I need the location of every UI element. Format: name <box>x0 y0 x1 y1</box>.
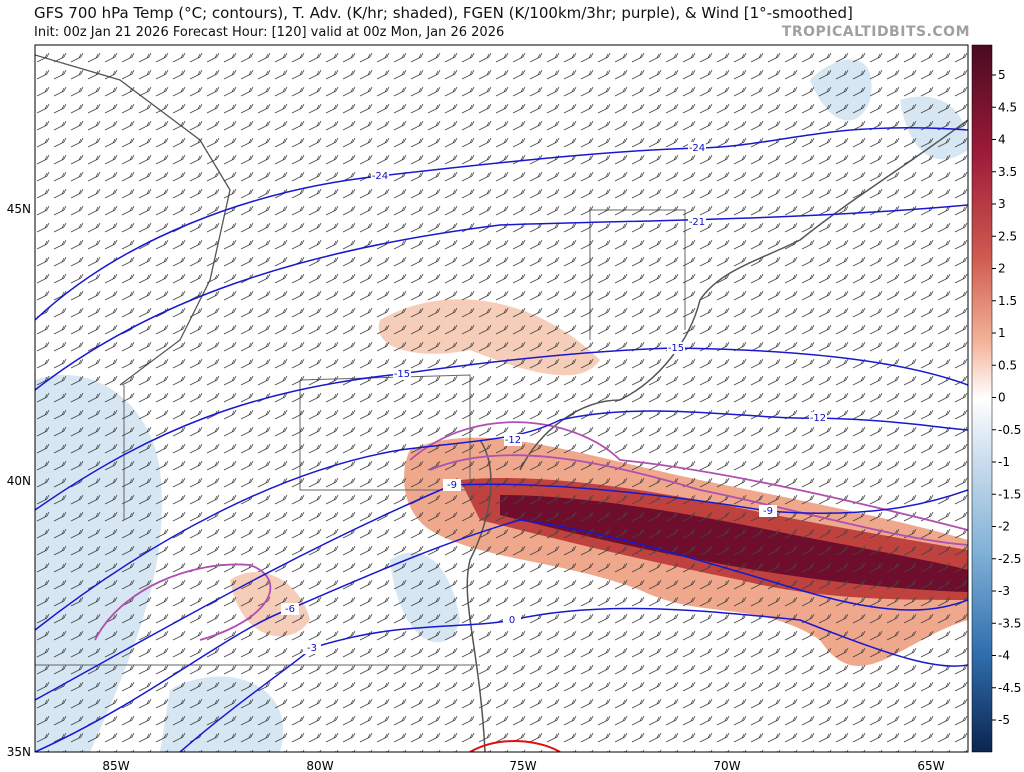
colorbar-label: 0.5 <box>998 358 1017 372</box>
lon-label: 85W <box>102 759 129 772</box>
colorbar-label: 1.5 <box>998 294 1017 308</box>
contour-label-bg <box>281 603 299 615</box>
contour-label-bg <box>393 368 411 380</box>
colorbar-label: -3 <box>998 584 1010 598</box>
contour-label: -12 <box>810 413 826 424</box>
colorbar-label: -0.5 <box>998 423 1021 437</box>
colorbar-label: -1.5 <box>998 487 1021 501</box>
lat-label: 40N <box>7 474 31 488</box>
lon-label: 80W <box>306 759 333 772</box>
colorbar-label: 4 <box>998 133 1006 147</box>
colorbar-label: 3 <box>998 197 1006 211</box>
contour-label: -12 <box>505 435 521 446</box>
contour-label-bg <box>688 216 706 228</box>
map-area <box>35 45 968 752</box>
contour-label-bg <box>667 342 685 354</box>
lon-label: 65W <box>917 759 944 772</box>
colorbar-label: -4.5 <box>998 681 1021 695</box>
colorbar-label: -1 <box>998 455 1010 469</box>
contour-label: -15 <box>668 343 684 354</box>
contour-label-bg <box>809 412 827 424</box>
contour-label: -24 <box>689 143 705 154</box>
lon-label: 75W <box>509 759 536 772</box>
colorbar-label: -5 <box>998 713 1010 727</box>
contour-label: -6 <box>285 604 295 615</box>
lat-label: 45N <box>7 202 31 216</box>
colorbar-label: -4 <box>998 649 1010 663</box>
colorbar-label: 3.5 <box>998 165 1017 179</box>
contour-label: -15 <box>394 369 410 380</box>
contour-label-bg <box>303 642 321 654</box>
map-subtitle: Init: 00z Jan 21 2026 Forecast Hour: [12… <box>34 25 505 40</box>
contour-label: -21 <box>689 217 705 228</box>
colorbar-label: 2 <box>998 262 1006 276</box>
lat-label: 35N <box>7 745 31 759</box>
contour-label: -9 <box>763 506 773 517</box>
colorbar-label: -3.5 <box>998 616 1021 630</box>
colorbar-label: 2.5 <box>998 229 1017 243</box>
map-title: GFS 700 hPa Temp (°C; contours), T. Adv.… <box>34 4 853 22</box>
colorbar <box>971 44 993 753</box>
colorbar-label: 5 <box>998 68 1006 82</box>
colorbar-label: 4.5 <box>998 100 1017 114</box>
contour-label-bg <box>504 434 522 446</box>
contour-label-bg <box>371 170 389 182</box>
contour-label-bg <box>443 479 461 491</box>
contour-label: 0 <box>509 615 515 626</box>
contour-label: -3 <box>307 643 317 654</box>
contour-label: -9 <box>447 480 457 491</box>
contour-label-bg <box>503 614 521 626</box>
colorbar-label: 0 <box>998 391 1006 405</box>
contour-label-bg <box>759 505 777 517</box>
colorbar-label: -2.5 <box>998 552 1021 566</box>
colorbar-label: 1 <box>998 326 1006 340</box>
colorbar-label: -2 <box>998 520 1010 534</box>
contour-label: -24 <box>372 171 388 182</box>
lon-label: 70W <box>713 759 740 772</box>
contour-label-bg <box>688 142 706 154</box>
watermark: TROPICALTIDBITS.COM <box>781 24 970 40</box>
